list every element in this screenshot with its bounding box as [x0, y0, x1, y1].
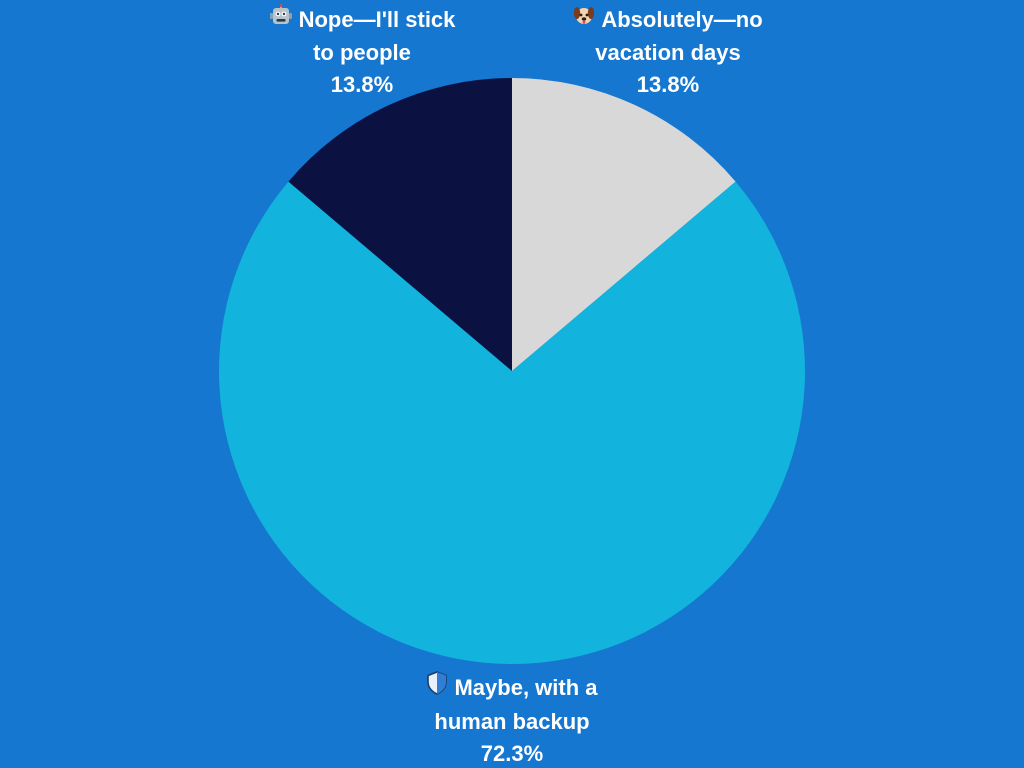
pie-slice-maybe: [218, 181, 805, 665]
slice-label-line: Nope—I'll stick: [252, 4, 472, 37]
shield-icon: [426, 670, 448, 704]
pie-slice-nope: [288, 78, 512, 371]
pie-slice-absolutely: [512, 78, 736, 371]
slice-label-nope: Nope—I'll stick to people 13.8%: [252, 4, 472, 101]
slice-value-label: 13.8%: [636, 72, 700, 98]
slice-label-line: vacation days: [595, 40, 741, 66]
robot-face-icon: [269, 3, 293, 35]
slice-label-line: Maybe, with a: [402, 670, 622, 706]
slice-label-absolutely: Absolutely—no vacation days 13.8%: [558, 4, 778, 101]
slice-label-line: Absolutely—no: [558, 4, 778, 37]
slice-value-label: 13.8%: [330, 72, 394, 98]
slice-value-label: 72.3%: [480, 740, 544, 766]
slice-label-maybe: Maybe, with a human backup 72.3%: [402, 670, 622, 768]
dog-face-icon: [573, 3, 595, 35]
slice-label-line: to people: [313, 40, 411, 66]
slice-label-line: human backup: [434, 708, 590, 734]
